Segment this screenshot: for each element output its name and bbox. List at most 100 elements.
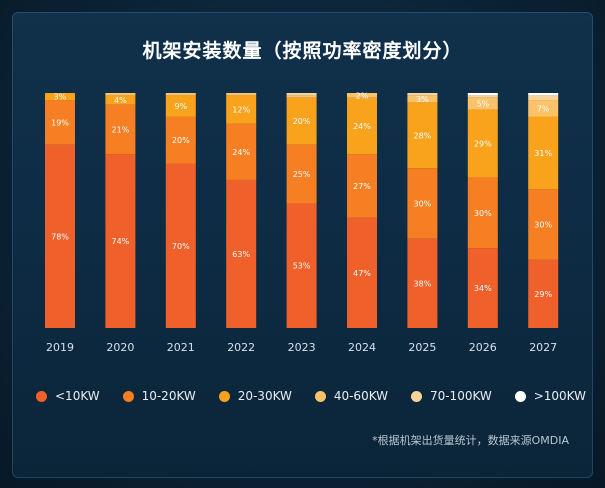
x-tick-label-2026: 2026 xyxy=(469,341,497,354)
legend-swatch xyxy=(410,390,422,402)
data-label-2027-3: 31% xyxy=(534,149,552,158)
bar-segment-2022-2 xyxy=(226,123,257,180)
bar-segment-2027-1 xyxy=(528,259,559,328)
bar-segment-2026-2 xyxy=(467,177,498,249)
bar-segment-2024-3 xyxy=(347,97,377,155)
data-label-2022-3: 12% xyxy=(232,105,250,114)
bar-segment-2020-2 xyxy=(105,104,136,155)
data-label-2019-2: 19% xyxy=(51,118,69,127)
x-tick-label-2025: 2025 xyxy=(408,341,436,354)
data-label-2026-2: 30% xyxy=(474,209,492,218)
bar-segment-2023-1 xyxy=(286,203,317,328)
data-label-2021-2: 20% xyxy=(172,136,190,145)
bar-segment-2024-1 xyxy=(347,217,377,328)
bar-segment-2026-4 xyxy=(467,97,498,110)
data-label-2020-3: 4% xyxy=(114,96,127,105)
data-label-2019-3: 3% xyxy=(54,93,67,102)
bar-segment-2020-1 xyxy=(105,154,136,328)
bar-segment-2019-1 xyxy=(45,144,75,328)
x-tick-label-2019: 2019 xyxy=(46,341,74,354)
data-label-2025-1: 38% xyxy=(414,279,432,288)
bar-segment-2023-4 xyxy=(286,95,317,98)
data-label-2026-3: 29% xyxy=(474,140,492,149)
x-tick-label-2022: 2022 xyxy=(227,341,255,354)
bar-segment-2023-2 xyxy=(286,144,317,204)
bar-segment-2019-2 xyxy=(45,100,75,145)
legend-swatch xyxy=(122,390,134,402)
bar-segment-2025-2 xyxy=(407,168,438,239)
x-tick-label-2023: 2023 xyxy=(288,341,316,354)
bar-segment-2020-3 xyxy=(105,95,136,105)
bar-segment-2027-4 xyxy=(528,100,559,117)
bar-segment-2021-4 xyxy=(165,93,196,96)
legend-item-1: <10KW xyxy=(36,389,100,403)
bar-segment-2025-3 xyxy=(407,102,438,169)
data-label-2024-3: 24% xyxy=(353,122,371,131)
data-label-2026-1: 34% xyxy=(474,284,492,293)
legend-label: 20-30KW xyxy=(237,389,292,403)
data-label-2024-2: 27% xyxy=(353,182,371,191)
legend-item-3: 20-30KW xyxy=(218,389,292,403)
legend-swatch xyxy=(314,390,326,402)
x-tick-label-2027: 2027 xyxy=(529,341,557,354)
bar-segment-2026-1 xyxy=(467,248,498,328)
data-label-2022-2: 24% xyxy=(232,148,250,157)
chart-title: 机架安装数量（按照功率密度划分） xyxy=(142,40,463,62)
legend-swatch xyxy=(36,390,47,402)
legend-item-5: 70-100KW xyxy=(410,389,492,403)
x-tick-label-2020: 2020 xyxy=(106,341,134,354)
data-label-2023-1: 53% xyxy=(293,262,311,271)
data-label-2019-1: 78% xyxy=(51,232,69,241)
data-label-2020-2: 21% xyxy=(112,125,130,134)
legend-label: 10-20KW xyxy=(141,389,196,403)
data-label-2024-4: 2% xyxy=(356,91,369,100)
bar-segment-2021-1 xyxy=(165,163,196,328)
data-label-2027-2: 30% xyxy=(534,221,552,230)
bar-segment-2022-1 xyxy=(226,179,257,328)
bar-segment-2021-3 xyxy=(165,95,196,117)
x-tick-label-2021: 2021 xyxy=(167,341,195,354)
data-source-footnote: *根据机架出货量统计，数据来源OMDIA xyxy=(372,434,569,447)
data-label-2027-4: 7% xyxy=(537,104,550,113)
bar-segment-2025-5 xyxy=(407,93,438,96)
bar-segment-2021-2 xyxy=(165,116,196,164)
legend-item-2: 10-20KW xyxy=(122,389,196,403)
bar-segment-2027-6 xyxy=(528,93,559,96)
legend-item-6: >100KW xyxy=(514,389,586,403)
bar-segment-2023-5 xyxy=(286,93,317,96)
data-label-2027-1: 29% xyxy=(534,290,552,299)
bar-segment-2019-3 xyxy=(45,93,75,101)
bar-segment-2026-6 xyxy=(467,93,498,96)
bar-segment-2026-5 xyxy=(467,95,498,98)
legend-label: <10KW xyxy=(55,389,100,403)
bar-segment-2022-3 xyxy=(226,95,257,124)
bar-segment-2027-2 xyxy=(528,189,559,260)
data-label-2022-1: 63% xyxy=(232,250,250,259)
legend-item-4: 40-60KW xyxy=(314,389,389,403)
bar-segment-2027-5 xyxy=(528,95,559,101)
data-label-2021-3: 9% xyxy=(174,102,187,111)
data-label-2021-1: 70% xyxy=(172,242,190,251)
x-tick-label-2024: 2024 xyxy=(348,341,376,354)
legend-label: >100KW xyxy=(533,389,586,403)
data-label-2023-2: 25% xyxy=(293,170,311,179)
bar-segment-2023-3 xyxy=(286,97,317,145)
data-label-2026-4: 5% xyxy=(476,100,489,109)
data-label-2025-3: 28% xyxy=(414,131,432,140)
bar-segment-2026-3 xyxy=(467,109,498,178)
data-label-2025-4: 3% xyxy=(416,95,429,104)
legend-label: 40-60KW xyxy=(333,389,389,403)
data-label-2020-1: 74% xyxy=(112,237,130,246)
legend-swatch xyxy=(514,390,526,402)
bar-segment-2022-4 xyxy=(226,93,257,96)
chart-legend: <10KW 10-20KW 20-30KW 40-60KW 70-100KW >100KW xyxy=(36,385,586,407)
legend-label: 70-100KW xyxy=(429,389,492,403)
data-label-2024-1: 47% xyxy=(353,269,371,278)
legend-swatch xyxy=(218,390,230,402)
bar-segment-2024-4 xyxy=(347,93,377,98)
bar-segment-2020-4 xyxy=(105,93,136,96)
data-label-2023-3: 20% xyxy=(293,117,311,126)
bar-segment-2025-1 xyxy=(407,238,438,328)
data-label-2025-2: 30% xyxy=(414,199,432,208)
